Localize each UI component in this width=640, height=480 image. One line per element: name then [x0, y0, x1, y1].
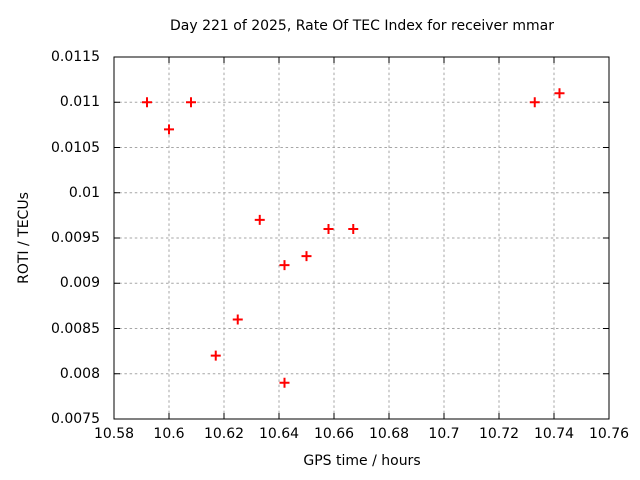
x-tick-label: 10.6 [153, 426, 185, 442]
data-point-marker [554, 88, 565, 99]
x-tick-label: 10.76 [588, 426, 630, 442]
data-point-marker [164, 124, 174, 135]
x-tick-label: 10.72 [478, 426, 520, 442]
data-point-marker [210, 350, 221, 361]
x-tick-label: 10.58 [93, 426, 135, 442]
data-point-marker [279, 260, 290, 271]
data-point-marker [348, 223, 359, 234]
y-tick-label: 0.0085 [51, 320, 100, 337]
y-tick-label: 0.0095 [51, 230, 100, 246]
x-tick-label: 10.7 [428, 426, 460, 442]
data-point-marker [186, 97, 196, 108]
x-tick-label: 10.62 [203, 426, 245, 442]
data-point-marker [279, 377, 290, 388]
y-tick-label: 0.01 [68, 184, 100, 201]
x-tick-label: 10.68 [368, 426, 410, 442]
y-tick-label: 0.009 [59, 275, 100, 292]
data-point-marker [529, 97, 540, 108]
x-axis-label: GPS time / hours [303, 453, 421, 469]
x-tick-label: 10.74 [533, 426, 575, 442]
y-tick-label: 0.0075 [51, 411, 100, 427]
x-tick-label: 10.64 [258, 426, 300, 442]
data-point-marker [301, 251, 312, 262]
x-tick-label: 10.66 [313, 426, 355, 442]
y-tick-label: 0.008 [59, 365, 100, 382]
data-point-marker [232, 314, 243, 325]
y-tick-label: 0.0115 [51, 49, 100, 65]
y-tick-label: 0.0105 [51, 139, 100, 156]
chart-title: Day 221 of 2025, Rate Of TEC Index for r… [170, 18, 554, 34]
data-point-marker [254, 214, 265, 225]
data-point-marker [323, 223, 334, 234]
data-point-marker [142, 97, 152, 108]
y-tick-label: 0.011 [59, 94, 100, 111]
